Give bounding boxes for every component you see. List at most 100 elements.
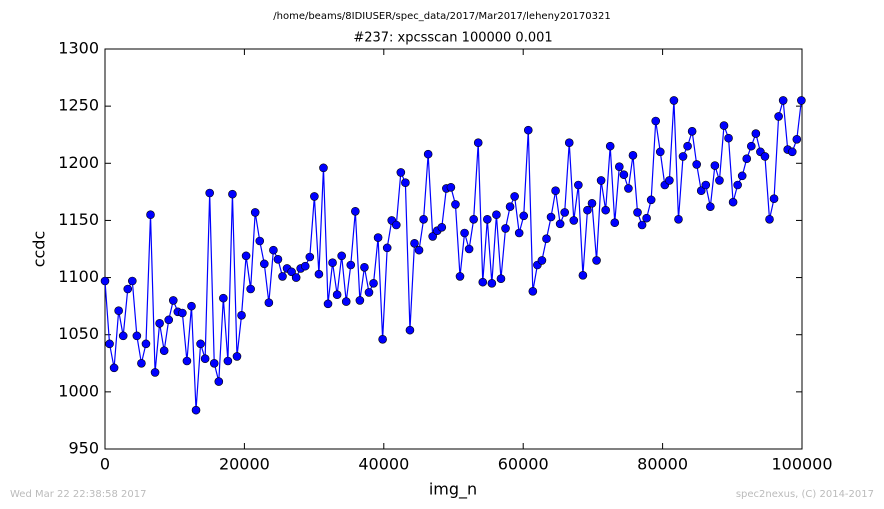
data-point — [765, 214, 774, 224]
data-point — [628, 150, 638, 160]
footer-left: Wed Mar 22 22:38:58 2017 — [10, 489, 146, 500]
data-point — [737, 171, 747, 181]
data-point — [264, 298, 274, 308]
data-point — [314, 269, 324, 279]
data-point — [191, 405, 201, 415]
x-tick-label: 100000 — [771, 455, 832, 474]
y-tick-label: 1000 — [58, 381, 99, 400]
data-point — [250, 208, 260, 217]
data-point — [537, 256, 547, 265]
footer-right: spec2nexus, (C) 2014-2017 — [736, 489, 874, 500]
data-point — [733, 180, 742, 190]
data-point — [555, 219, 565, 229]
data-point — [146, 210, 155, 220]
data-point — [464, 244, 474, 254]
data-point — [100, 276, 110, 286]
data-point — [523, 125, 533, 135]
data-point — [601, 205, 610, 215]
chart-title: /home/beams/8IDIUSER/spec_data/2017/Mar2… — [273, 11, 610, 22]
data-point — [578, 270, 588, 280]
data-point — [355, 296, 365, 305]
data-point — [651, 116, 661, 126]
data-point — [719, 121, 729, 130]
data-point — [478, 277, 488, 287]
data-point — [287, 267, 296, 277]
data-point — [141, 339, 151, 349]
data-point — [396, 168, 406, 177]
data-point — [237, 310, 246, 320]
data-point — [205, 188, 214, 198]
data-point — [150, 368, 160, 377]
data-point — [469, 214, 478, 224]
data-point — [128, 276, 137, 286]
data-point — [364, 288, 374, 297]
data-point — [232, 352, 242, 361]
data-line — [104, 100, 802, 411]
data-point — [360, 262, 369, 272]
data-point — [592, 256, 601, 265]
data-point — [564, 138, 574, 148]
data-point — [514, 228, 524, 238]
data-point — [132, 331, 142, 341]
data-point — [273, 254, 283, 264]
data-point — [155, 318, 164, 328]
data-point — [487, 278, 497, 288]
data-point — [706, 202, 715, 212]
data-point — [492, 210, 501, 220]
data-point — [300, 261, 310, 271]
data-point — [678, 152, 688, 161]
y-tick-label: 1150 — [58, 210, 99, 229]
data-point — [246, 284, 255, 294]
data-point — [728, 197, 738, 207]
plot-frame — [104, 48, 803, 450]
data-point — [223, 356, 233, 366]
x-tick-label: 0 — [100, 455, 110, 474]
data-point — [551, 186, 560, 196]
data-point — [742, 154, 752, 164]
data-point — [751, 129, 761, 138]
data-point — [747, 141, 756, 151]
data-point — [696, 186, 706, 196]
data-point — [787, 147, 797, 157]
y-tick-label: 1050 — [58, 324, 99, 343]
data-point — [769, 194, 779, 204]
data-point — [701, 180, 711, 190]
data-point — [605, 141, 615, 151]
data-point — [428, 232, 438, 241]
data-point — [182, 356, 192, 366]
data-point — [542, 234, 551, 244]
data-point — [278, 272, 287, 281]
data-point — [209, 358, 219, 368]
data-point — [574, 180, 583, 190]
data-point — [118, 331, 128, 341]
chart-subtitle: #237: xpcsscan 100000 0.001 — [353, 31, 552, 46]
data-point — [692, 160, 701, 169]
data-point — [373, 233, 383, 242]
data-point — [674, 214, 683, 224]
data-point — [219, 293, 228, 303]
data-point — [410, 238, 419, 248]
data-point — [546, 212, 556, 222]
data-point — [774, 112, 783, 121]
data-point — [687, 126, 697, 136]
data-point — [637, 220, 647, 230]
data-point — [200, 354, 210, 364]
data-point — [164, 315, 174, 325]
data-point — [255, 236, 265, 246]
data-point — [683, 141, 692, 151]
data-point — [569, 216, 579, 225]
data-point — [715, 176, 724, 185]
data-point — [401, 178, 410, 188]
x-axis-label: img_n — [429, 480, 477, 500]
data-point — [519, 211, 529, 221]
data-point — [332, 290, 342, 300]
data-point — [137, 358, 146, 368]
data-point — [505, 202, 515, 212]
data-point — [610, 218, 620, 228]
data-point — [483, 214, 492, 224]
data-point — [310, 192, 319, 201]
data-point — [451, 200, 460, 209]
data-point — [323, 299, 333, 309]
data-point — [437, 222, 447, 232]
